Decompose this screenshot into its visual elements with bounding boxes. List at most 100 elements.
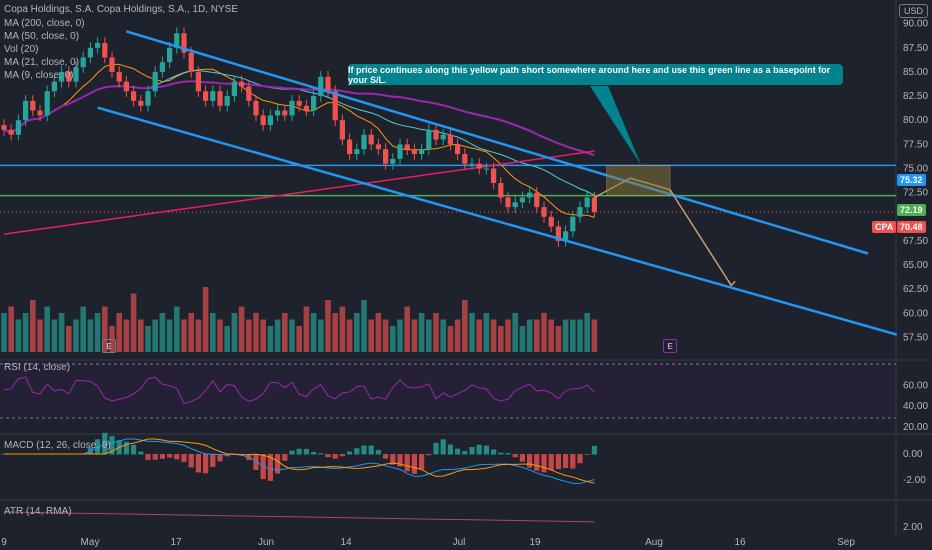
candle-body (591, 197, 597, 212)
candle-body (167, 47, 173, 63)
volume-bar (87, 319, 94, 352)
date-tick-label-1: May (81, 537, 100, 548)
candle (390, 153, 396, 170)
volume-bar (591, 319, 598, 352)
date-tick-label-6: 19 (529, 537, 541, 548)
volume-bar (30, 300, 36, 352)
candle (195, 66, 201, 98)
candle (519, 191, 525, 209)
candle (138, 95, 144, 112)
macd-histogram-bar (102, 432, 108, 455)
date-tick-label-8: 16 (734, 537, 746, 548)
candle (311, 90, 317, 117)
candle (397, 138, 403, 165)
macd-histogram-bar (390, 454, 396, 465)
candle-body (15, 120, 21, 135)
macd-histogram-bar (404, 454, 410, 472)
volume-bar (318, 319, 324, 352)
volume-bar (174, 306, 180, 352)
rsi-line (3, 376, 595, 404)
indicator-ma9-label[interactable]: MA (9, close, 0) (4, 70, 74, 81)
candle-body (51, 81, 57, 92)
volume-bar (440, 319, 446, 352)
date-tick-label-2: 17 (170, 537, 182, 548)
candle-body (23, 100, 29, 121)
candle-body (347, 139, 353, 155)
macd-histogram-bar (339, 454, 345, 457)
candle-body (505, 197, 511, 208)
volume-bar (188, 313, 194, 352)
candle-body (584, 197, 590, 208)
candle-body (1, 125, 7, 130)
macd-histogram-bar (131, 444, 137, 455)
volume-bar (231, 313, 238, 352)
candle-body (195, 71, 201, 92)
candle-body (411, 149, 417, 155)
candle (174, 27, 180, 54)
indicator-ma200-label[interactable]: MA (200, close, 0) (4, 18, 85, 29)
volume-bar (8, 306, 14, 352)
macd-histogram-bar (505, 453, 511, 455)
candle (159, 56, 165, 78)
volume-bar (361, 300, 367, 352)
price-tick-label-7: 72.50 (903, 188, 928, 199)
volume-bar (145, 326, 151, 352)
candle-body (498, 183, 504, 198)
macd-histogram-bar (109, 436, 115, 455)
macd-histogram-bar (145, 454, 151, 460)
candle (260, 109, 266, 131)
macd-histogram-bar (375, 449, 381, 455)
candle-body (404, 144, 410, 150)
candle (116, 66, 122, 88)
price-tick-label-11: 60.00 (903, 308, 928, 319)
macd-histogram-bar (318, 453, 324, 455)
volume-bar (274, 319, 281, 352)
candle-body (440, 134, 446, 140)
candle (447, 128, 453, 151)
candle-body (66, 71, 72, 82)
macd-line (4, 438, 595, 484)
volume-bar (195, 319, 202, 352)
candle-body (527, 192, 533, 198)
macd-histogram-bar (419, 454, 425, 470)
candle (8, 124, 14, 141)
volume-bar (303, 306, 310, 352)
candle (505, 191, 511, 213)
volume-bar (138, 319, 144, 352)
volume-bar (181, 319, 187, 352)
macd-histogram-bar (476, 444, 482, 455)
macd-histogram-bar (217, 454, 223, 462)
candle-body (455, 144, 461, 155)
candle (51, 75, 57, 98)
rsi-pane-label[interactable]: RSI (14, close) (4, 362, 71, 373)
date-tick-label-4: 14 (340, 537, 352, 548)
candle (491, 162, 497, 189)
candle-body (512, 202, 518, 208)
candle (339, 114, 345, 146)
candle (1, 119, 7, 136)
indicator-ma21-label[interactable]: MA (21, close, 0) (4, 57, 80, 68)
candle (267, 109, 273, 131)
macd-histogram-bar (440, 439, 446, 455)
candle-body (159, 62, 165, 72)
macd-signal-line (4, 438, 595, 484)
macd-histogram-bar (383, 454, 389, 459)
volume-bar (58, 313, 65, 352)
candle (275, 104, 281, 122)
earnings-marker-upcoming[interactable]: E (663, 339, 677, 353)
volume-bar (541, 313, 547, 352)
volume-bar (411, 319, 418, 352)
volume-bar (490, 319, 497, 352)
earnings-marker-past[interactable]: E (102, 339, 116, 353)
indicator-ma50-label[interactable]: MA (50, close, 0) (4, 31, 80, 42)
atr-pane-label[interactable]: ATR (14, RMA) (4, 506, 72, 517)
price-tick-label-5: 77.50 (903, 139, 928, 150)
indicator-vol-label[interactable]: Vol (20) (4, 44, 39, 55)
candle (23, 95, 29, 127)
volume-bar (332, 313, 338, 352)
macd-pane-label[interactable]: MACD (12, 26, close, 9) (4, 440, 111, 451)
macd-histogram-bar (527, 454, 533, 468)
candle-body (80, 57, 86, 68)
currency-badge[interactable]: USD (898, 4, 928, 18)
